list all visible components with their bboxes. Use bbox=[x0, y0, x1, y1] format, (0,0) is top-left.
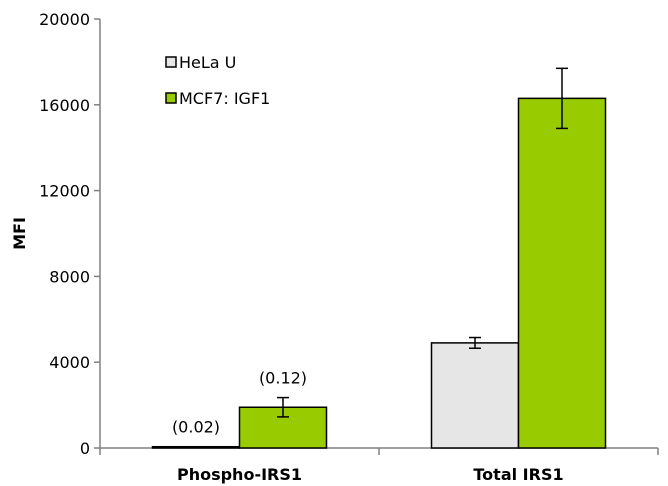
bar bbox=[430, 342, 520, 449]
legend-label: MCF7: IGF1 bbox=[179, 89, 270, 108]
y-tick-label: 16000 bbox=[39, 96, 90, 115]
x-tick-label: Total IRS1 bbox=[473, 465, 563, 484]
y-tick-label: 8000 bbox=[49, 267, 90, 286]
legend-label: HeLa U bbox=[179, 53, 236, 72]
bar bbox=[151, 445, 241, 449]
data-annotation: (0.02) bbox=[172, 418, 220, 437]
chart-bars bbox=[151, 97, 607, 449]
y-tick-label: 20000 bbox=[39, 10, 90, 29]
x-tick-label: Phospho-IRS1 bbox=[177, 465, 302, 484]
chart-axes: 0 4000 8000 12000 16000 20000 MFI bbox=[10, 10, 659, 458]
bar bbox=[238, 406, 328, 449]
legend-swatch bbox=[165, 92, 177, 104]
bar bbox=[517, 97, 607, 449]
legend-swatch bbox=[165, 56, 177, 68]
y-tick-label: 12000 bbox=[39, 182, 90, 201]
chart-error-bars bbox=[277, 67, 568, 418]
y-axis-label: MFI bbox=[10, 217, 29, 250]
data-annotation: (0.12) bbox=[259, 369, 307, 388]
y-tick-label: 4000 bbox=[49, 353, 90, 372]
chart-labels: Phospho-IRS1 Total IRS1 (0.02) (0.12) bbox=[172, 369, 564, 484]
chart-legend: HeLa U MCF7: IGF1 bbox=[165, 53, 270, 108]
y-tick-label: 0 bbox=[80, 439, 90, 458]
